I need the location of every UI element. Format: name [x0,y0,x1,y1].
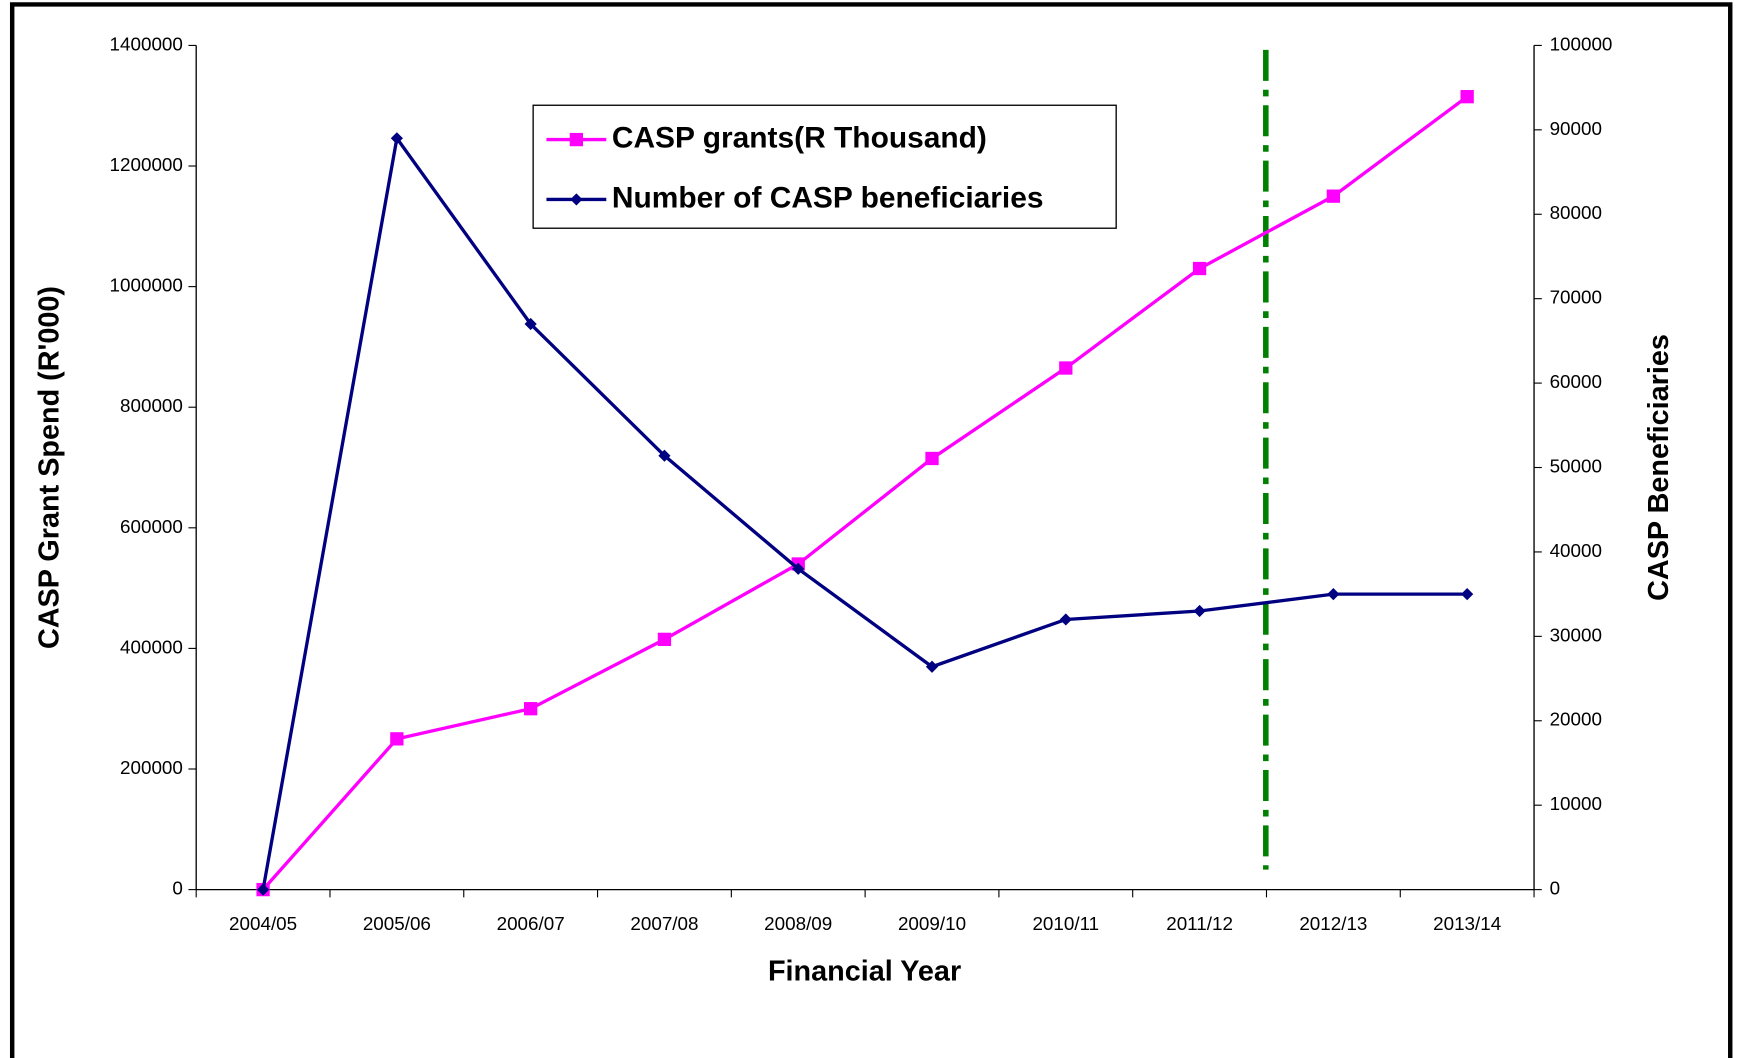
y2-tick-label: 40000 [1550,540,1602,561]
point [657,632,672,647]
point [524,702,538,716]
y2-tick-label: 80000 [1550,202,1602,223]
point [569,132,584,147]
x-tick-label: 2011/12 [1166,913,1233,934]
x-tick-label: 2013/14 [1433,913,1501,934]
y2-tick-label: 10000 [1550,793,1602,814]
x-tick-label: 2009/10 [898,913,966,934]
point [792,562,805,575]
y-tick-label: 1000000 [110,275,183,296]
point [1327,588,1340,601]
point [1059,361,1073,375]
y-tick-label: 1400000 [110,33,183,54]
y-axis-title: CASP Grant Spend (R'000) [34,286,66,649]
point [256,883,270,896]
point [1192,261,1207,276]
x-tick-label: 2005/06 [363,913,431,934]
y2-tick-label: 60000 [1550,371,1602,392]
frame [9,2,1733,1058]
x-tick-label: 2004/05 [229,913,297,934]
y-tick-label: 600000 [120,516,183,537]
y-tick-label: 400000 [120,636,183,657]
x-tick-label: 2007/08 [630,913,698,934]
x-axis-title: Financial Year [768,955,961,987]
x-tick-label: 2010/11 [1032,913,1099,934]
y2-tick-label: 0 [1550,878,1560,899]
point [570,193,583,206]
y2-tick-label: 100000 [1550,33,1613,54]
y2-tick-label: 50000 [1550,455,1602,476]
y-tick-label: 0 [172,878,182,899]
series-line [261,134,1468,890]
series-line [261,95,1469,891]
legend [532,104,1117,229]
point [658,449,671,462]
y2-tick-label: 20000 [1550,709,1602,730]
point [524,317,537,331]
y-tick-label: 800000 [120,395,183,416]
point [390,132,403,145]
x-tick-label: 2012/13 [1299,913,1367,934]
x-tick-label: 2006/07 [497,913,565,934]
legend-text: Number of CASP beneficiaries [612,181,1044,214]
y2-tick-label: 30000 [1550,624,1602,645]
point [1326,189,1341,203]
point [1461,588,1474,601]
point [925,451,939,466]
point [390,732,404,746]
y-tick-label: 200000 [120,757,183,778]
y2-tick-label: 70000 [1550,287,1602,308]
y-tick-label: 1200000 [110,154,183,175]
legend-text: CASP grants(R Thousand) [612,122,987,155]
y2-tick-label: 90000 [1550,118,1602,139]
y2-axis-title: CASP Beneficiaries [1643,334,1675,601]
x-tick-label: 2008/09 [764,913,832,934]
point [1460,90,1474,104]
